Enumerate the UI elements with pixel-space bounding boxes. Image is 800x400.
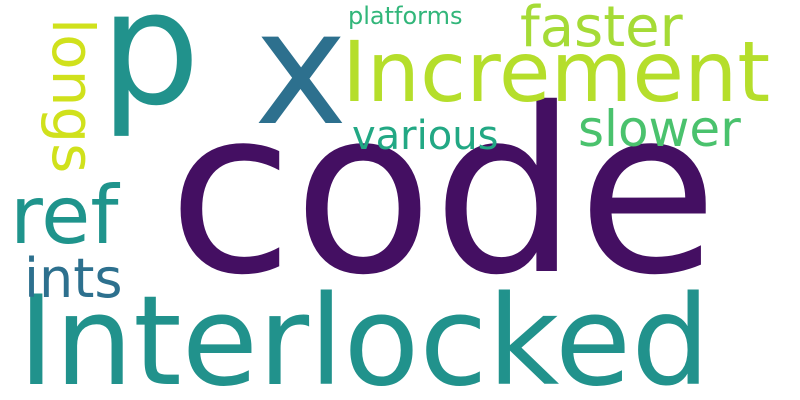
- word-x: x: [254, 0, 348, 161]
- word-p: p: [100, 0, 201, 141]
- word-slower: slower: [578, 100, 741, 158]
- word-ints: ints: [24, 247, 123, 310]
- word-faster: faster: [520, 0, 683, 60]
- word-longs: longs: [39, 18, 107, 174]
- word-increment: Increment: [342, 23, 771, 121]
- word-interlocked: Interlocked: [18, 270, 710, 400]
- word-various: various: [352, 113, 499, 159]
- word-ref: ref: [10, 169, 119, 262]
- word-code: code: [168, 59, 718, 325]
- word-platforms: platforms: [348, 2, 463, 30]
